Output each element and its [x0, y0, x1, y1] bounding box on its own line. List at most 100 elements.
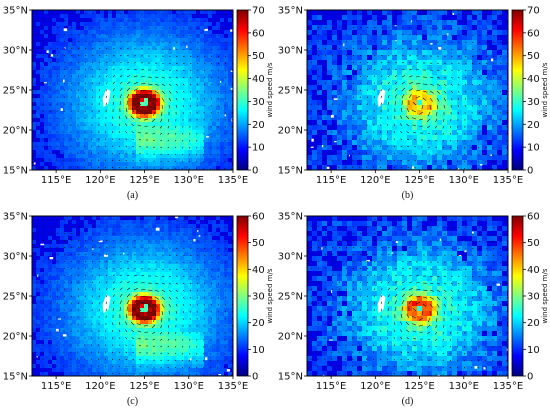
lon-tick-label: 125°E — [129, 175, 159, 186]
lat-tick-label: 35°N — [3, 212, 28, 223]
panel-label: (d) — [401, 396, 414, 407]
lon-tick-label: 130°E — [174, 381, 204, 392]
panel-c: 35°N 30°N 25°N 20°N 15°N 115°E 120°E 125°E 130°E… — [0, 206, 275, 413]
wind-vectors — [35, 12, 233, 170]
colorbar-tick-label: 0 — [252, 166, 258, 177]
coastline-land — [36, 216, 231, 378]
wind-map-c: 35°N 30°N 25°N 20°N 15°N 115°E 120°E 125°E 130°E… — [3, 212, 274, 393]
panel-a: 35°N 30°N 25°N 20°N 15°N 115°E 120°E 125°E 130°E… — [0, 0, 275, 206]
wind-map-a: 35°N 30°N 25°N 20°N 15°N 115°E 120°E 125°E 130°E… — [3, 6, 274, 187]
wind-map-d: 35°N 30°N 25°N 20°N 15°N 115°E 120°E 125°E 130°E… — [278, 212, 549, 393]
lon-tick-label: 120°E — [360, 381, 390, 392]
colorbar-tick-label: 20 — [252, 318, 265, 329]
lon-tick-label: 130°E — [174, 175, 204, 186]
colorbar-tick-label: 20 — [527, 120, 540, 131]
lat-tick-label: 15°N — [278, 166, 303, 177]
lon-tick-label: 120°E — [360, 175, 390, 186]
colorbar-tick-label: 50 — [527, 51, 540, 62]
colorbar-tick-label: 40 — [252, 74, 265, 85]
panel-b: 35°N 30°N 25°N 20°N 15°N 115°E 120°E 125°E 130°E… — [275, 0, 550, 206]
lon-tick-label: 120°E — [85, 175, 115, 186]
lat-tick-label: 25°N — [278, 86, 303, 97]
coastline-land — [33, 28, 235, 165]
lon-tick-label: 125°E — [404, 175, 434, 186]
colorbar-label: wind speed m/s — [266, 62, 274, 117]
lat-tick-label: 20°N — [3, 332, 28, 343]
wind-vectors — [310, 12, 508, 170]
colorbar-label: wind speed m/s — [541, 62, 549, 117]
lon-tick-label: 115°E — [41, 381, 71, 392]
lat-tick-label: 35°N — [278, 6, 303, 17]
lat-tick-label: 30°N — [3, 252, 28, 263]
lon-tick-label: 135°E — [493, 175, 523, 186]
panel-label: (c) — [126, 396, 139, 407]
wind-field — [32, 216, 233, 376]
wind-field — [32, 10, 233, 170]
lat-tick-label: 15°N — [3, 372, 28, 383]
colorbar-tick-label: 70 — [527, 6, 540, 17]
colorbar-tick-label: 10 — [527, 345, 540, 356]
colorbar-tick-label: 50 — [527, 238, 540, 249]
colorbar-tick-label: 60 — [252, 212, 265, 223]
lon-tick-label: 115°E — [316, 175, 346, 186]
colorbar-tick-label: 40 — [527, 265, 540, 276]
wind-map-b: 35°N 30°N 25°N 20°N 15°N 115°E 120°E 125°E 130°E… — [278, 6, 549, 187]
lon-tick-label: 120°E — [85, 381, 115, 392]
lon-tick-label: 125°E — [404, 381, 434, 392]
colorbar-tick-label: 40 — [252, 265, 265, 276]
lat-tick-label: 30°N — [3, 46, 28, 57]
lat-tick-label: 20°N — [3, 126, 28, 137]
lat-tick-label: 30°N — [278, 252, 303, 263]
lat-tick-label: 20°N — [278, 126, 303, 137]
colorbar-tick-label: 0 — [527, 372, 533, 383]
colorbar-tick-label: 50 — [252, 51, 265, 62]
lon-tick-label: 135°E — [218, 381, 248, 392]
colorbar-tick-label: 30 — [252, 292, 265, 303]
lat-tick-label: 30°N — [278, 46, 303, 57]
panel-d: 35°N 30°N 25°N 20°N 15°N 115°E 120°E 125°E 130°E… — [275, 206, 550, 413]
colorbar-tick-label: 50 — [252, 238, 265, 249]
colorbar-label: wind speed m/s — [266, 268, 274, 323]
lon-tick-label: 115°E — [316, 381, 346, 392]
colorbar-tick-label: 20 — [252, 120, 265, 131]
lat-tick-label: 25°N — [3, 292, 28, 303]
lat-tick-label: 15°N — [3, 166, 28, 177]
lon-tick-label: 115°E — [41, 175, 71, 186]
lon-tick-label: 135°E — [493, 381, 523, 392]
lat-tick-label: 25°N — [278, 292, 303, 303]
colorbar-tick-label: 10 — [527, 143, 540, 154]
wind-field — [307, 216, 508, 376]
lat-tick-label: 20°N — [278, 332, 303, 343]
colorbar-tick-label: 10 — [252, 143, 265, 154]
lon-tick-label: 130°E — [449, 175, 479, 186]
colorbar: 70 60 50 40 30 20 10 0 wind speed m/s — [236, 6, 274, 177]
lat-tick-label: 35°N — [278, 212, 303, 223]
colorbar-tick-label: 40 — [527, 74, 540, 85]
colorbar-tick-label: 20 — [527, 318, 540, 329]
wind-vectors — [35, 218, 233, 376]
coastline-land — [310, 13, 494, 171]
colorbar-tick-label: 30 — [252, 97, 265, 108]
colorbar-tick-label: 10 — [252, 345, 265, 356]
lat-tick-label: 35°N — [3, 6, 28, 17]
colorbar-tick-label: 30 — [527, 97, 540, 108]
colorbar-tick-label: 60 — [527, 212, 540, 223]
lon-tick-label: 135°E — [218, 175, 248, 186]
colorbar-tick-label: 60 — [252, 28, 265, 39]
wind-field — [307, 10, 508, 170]
colorbar-tick-label: 30 — [527, 292, 540, 303]
colorbar-tick-label: 0 — [527, 166, 533, 177]
lat-tick-label: 25°N — [3, 86, 28, 97]
lon-tick-label: 125°E — [129, 381, 159, 392]
colorbar-tick-label: 0 — [252, 372, 258, 383]
colorbar-tick-label: 70 — [252, 6, 265, 17]
colorbar-tick-label: 60 — [527, 28, 540, 39]
colorbar-label: wind speed m/s — [541, 268, 549, 323]
lat-tick-label: 15°N — [278, 372, 303, 383]
colorbar: 60 50 40 30 20 10 0 wind speed m/s — [511, 212, 549, 383]
lon-tick-label: 130°E — [449, 381, 479, 392]
wind-vectors — [310, 218, 508, 376]
panel-label: (b) — [401, 190, 414, 201]
colorbar: 70 60 50 40 30 20 10 0 wind speed m/s — [511, 6, 549, 177]
colorbar: 60 50 40 30 20 10 0 wind speed m/s — [236, 212, 274, 383]
